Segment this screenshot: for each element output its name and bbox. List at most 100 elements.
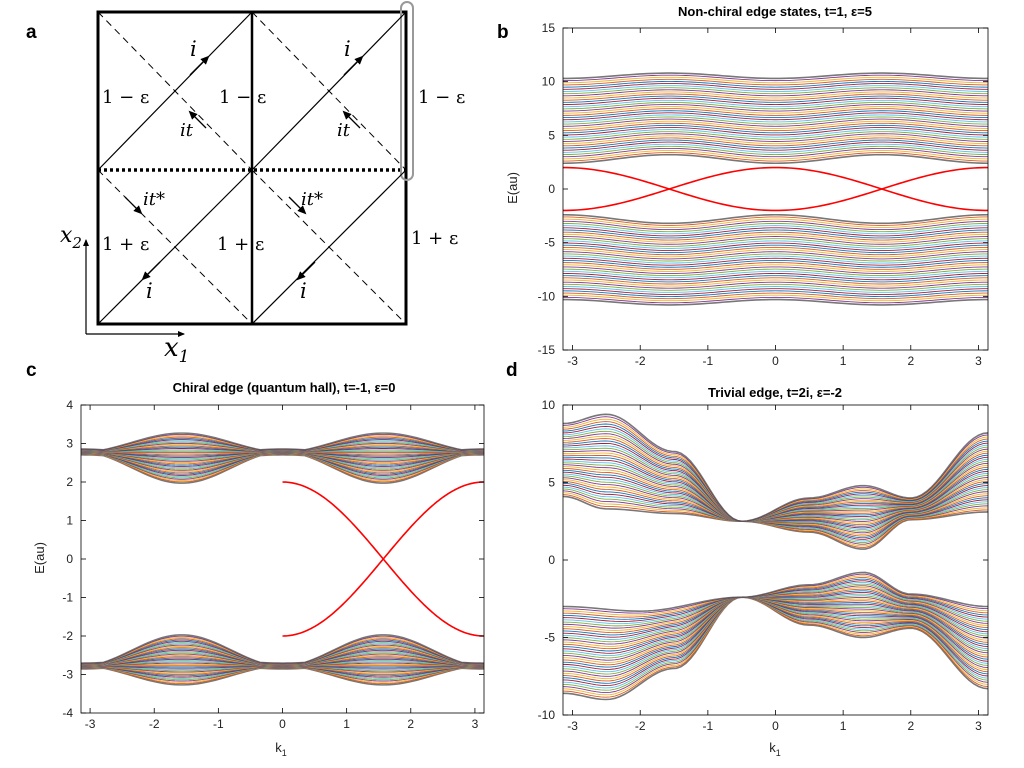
label-onsite-bottom-1: 1 + ε — [102, 234, 149, 255]
bulk-band-1-line — [562, 227, 989, 237]
bulk-band-0-line — [562, 122, 989, 132]
bulk-band-0-line — [562, 89, 989, 97]
x-tick-label: 0 — [772, 354, 779, 368]
bulk-band-1-line — [562, 582, 989, 625]
y-tick-label: -10 — [538, 289, 556, 303]
bulk-band-0-line — [562, 97, 989, 105]
panel-b: b Non-chiral edge states, t=1, ε=5 -3 -2 -… — [497, 4, 989, 368]
panel-c: c Chiral edge (quantum hall), t=-1, ε=0 … — [26, 360, 485, 758]
bulk-band-1-line — [80, 634, 485, 664]
x-tick-label: 3 — [975, 354, 982, 368]
bulk-band-0-line — [80, 432, 485, 451]
label-hop-itstar-1: it* — [143, 189, 165, 210]
bulk-band-1-line — [562, 596, 989, 647]
axis-x1-label: x1 — [164, 333, 190, 367]
bulk-band-0-line — [562, 127, 989, 136]
bulk-band-1-line — [562, 596, 989, 659]
x-tick-label: -3 — [567, 354, 578, 368]
bulk-band-1-line — [562, 259, 989, 268]
y-tick-label: 4 — [66, 398, 73, 412]
bulk-band-1-line — [562, 292, 989, 300]
bulk-band-1-line — [562, 225, 989, 235]
arrow-up-right-2 — [343, 55, 364, 76]
hopping-arrows — [124, 55, 364, 281]
bulk-band-0-line — [562, 104, 989, 112]
bulk-band-0-line — [562, 152, 989, 162]
x-tick-label: -1 — [703, 354, 714, 368]
bulk-band-1-line — [562, 257, 989, 266]
arrow-down-left-2 — [296, 261, 316, 281]
y-tick-label: -15 — [538, 343, 556, 357]
bulk-band-1-line — [562, 580, 989, 622]
bulk-band-1-line — [562, 270, 989, 279]
bulk-band-1-line — [562, 596, 989, 666]
bulk-band-1-line — [562, 596, 989, 677]
x-tick-label: 1 — [840, 719, 847, 733]
axis-x1-subscript: 1 — [179, 347, 190, 367]
bulk-band-0-line — [562, 95, 989, 103]
bulk-band-1-line — [562, 268, 989, 277]
y-tick-label: -2 — [62, 629, 73, 643]
x-tick-label: -2 — [635, 719, 646, 733]
label-hop-i-4: i — [300, 279, 307, 303]
bulk-band-1-line — [562, 238, 989, 247]
bulk-band-0-line — [562, 112, 989, 121]
x-tick-label: 2 — [407, 717, 414, 731]
label-onsite-top-3: 1 − ε — [418, 87, 465, 108]
bulk-band-1-line — [562, 578, 989, 620]
bulk-band-0-line — [562, 101, 989, 110]
label-hop-i-3: i — [146, 279, 153, 303]
bulk-band-1-line — [562, 583, 989, 627]
arrow-up-left-2 — [342, 110, 361, 129]
bulk-band-1-line — [562, 266, 989, 274]
y-tick-label: -1 — [62, 591, 73, 605]
bulk-band-1-line — [562, 596, 989, 687]
label-onsite-top-2: 1 − ε — [219, 87, 266, 108]
label-onsite-top-1: 1 − ε — [102, 87, 149, 108]
x-tick-label: 1 — [840, 354, 847, 368]
chart-c-xlabel: k1 — [275, 740, 287, 758]
bulk-band-1-line — [562, 296, 989, 304]
panel-letter-c: c — [26, 360, 37, 381]
plot-area — [563, 28, 988, 350]
bulk-band-0-line — [562, 124, 989, 134]
bulk-band-1-line — [562, 596, 989, 645]
panel-letter-a: a — [26, 22, 37, 43]
y-tick-label: 10 — [542, 75, 556, 89]
bulk-band-0-line — [562, 129, 989, 138]
bulk-band-0-line — [562, 143, 989, 153]
bulk-band-0-line — [562, 135, 989, 145]
bulk-band-1-line — [562, 596, 989, 670]
bulk-band-0-line — [562, 147, 989, 158]
bulk-band-0-line — [562, 141, 989, 151]
bulk-band-1-line — [562, 223, 989, 233]
bulk-band-1-line — [562, 577, 989, 618]
bulk-band-1-line — [562, 220, 989, 231]
bulk-band-1-line — [562, 596, 989, 691]
bulk-band-1-line — [562, 273, 989, 281]
arrow-down-right-2 — [288, 196, 307, 215]
panel-letter-b: b — [497, 22, 509, 43]
bulk-band-0-line — [562, 99, 989, 108]
bulk-band-0-line — [562, 72, 989, 80]
bulk-band-1-line — [562, 595, 989, 643]
bulk-band-1-line — [562, 251, 989, 260]
y-tick-label: -10 — [538, 708, 556, 722]
bulk-band-1-line — [562, 262, 989, 270]
axis-x2-subscript: 2 — [71, 234, 82, 252]
y-tick-label: -4 — [62, 706, 73, 720]
bulk-band-1-line — [562, 588, 989, 634]
bulk-band-0-line — [562, 139, 989, 149]
bulk-band-1-line — [562, 249, 989, 258]
bulk-band-1-line — [562, 596, 989, 680]
bulk-band-1-line — [562, 279, 989, 287]
chart-c-ylabel: E(au) — [32, 542, 47, 574]
bulk-band-0-line — [562, 137, 989, 147]
bulk-band-1-line — [562, 571, 989, 612]
bulk-band-1-line — [562, 255, 989, 264]
x-tick-label: 0 — [772, 719, 779, 733]
chart-c-xlabel-sub: 1 — [282, 748, 287, 758]
bulk-band-1-line — [562, 587, 989, 631]
